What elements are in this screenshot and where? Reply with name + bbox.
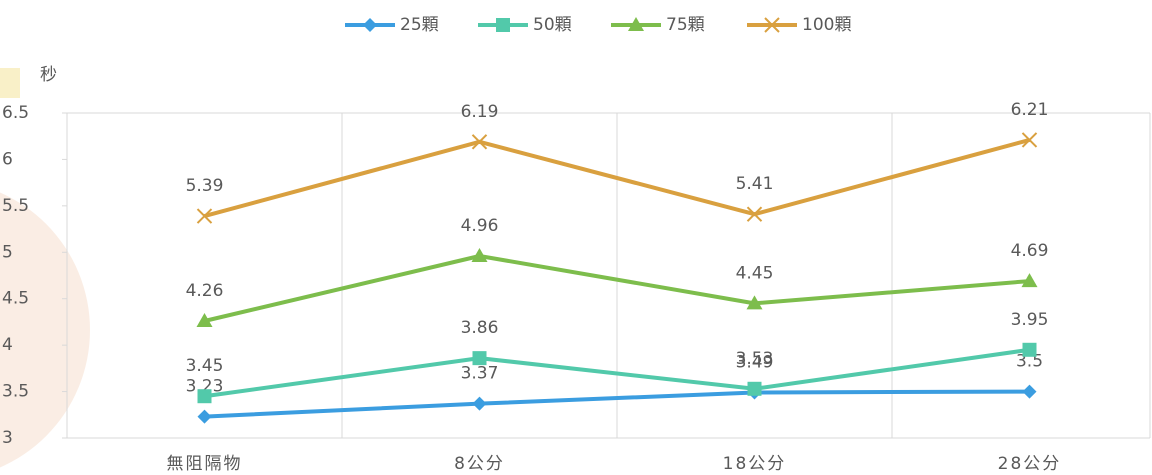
x-tick-label: 28公分: [998, 454, 1062, 474]
data-label: 3.95: [1011, 310, 1049, 330]
data-label: 6.21: [1011, 100, 1049, 120]
legend-label: 75顆: [666, 15, 705, 35]
data-label: 4.69: [1011, 241, 1049, 261]
marker: [363, 18, 377, 32]
data-label: 4.45: [736, 263, 774, 283]
data-label: 3.37: [461, 364, 499, 384]
y-tick-label: 5.5: [2, 196, 29, 216]
data-label: 5.39: [186, 176, 224, 196]
y-tick-label: 4.5: [2, 289, 29, 309]
background-decoration: [0, 68, 20, 98]
data-label: 3.53: [736, 349, 774, 369]
marker: [496, 18, 510, 32]
y-tick-label: 6: [2, 149, 13, 169]
marker: [198, 389, 212, 403]
data-label: 4.96: [461, 216, 499, 236]
data-label: 6.19: [461, 102, 499, 122]
y-tick-label: 6.5: [2, 103, 29, 123]
chart: 秒 33.544.555.566.5無阻隔物8公分18公分28公分3.233.3…: [0, 0, 1152, 475]
marker: [473, 397, 487, 411]
data-label: 3.86: [461, 318, 499, 338]
background-decoration: [0, 180, 90, 475]
marker: [198, 410, 212, 424]
y-tick-label: 3.5: [2, 382, 29, 402]
data-label: 3.45: [186, 356, 224, 376]
legend-label: 25顆: [400, 15, 439, 35]
marker: [1023, 343, 1037, 357]
marker: [473, 351, 487, 365]
y-tick-label: 4: [2, 335, 13, 355]
x-tick-label: 18公分: [723, 454, 787, 474]
y-axis-label: 秒: [40, 65, 57, 85]
x-tick-label: 無阻隔物: [167, 454, 243, 474]
x-tick-label: 8公分: [454, 454, 505, 474]
data-label: 5.41: [736, 174, 774, 194]
y-tick-label: 5: [2, 242, 13, 262]
marker: [748, 382, 762, 396]
marker: [1023, 385, 1037, 399]
data-label: 4.26: [186, 281, 224, 301]
legend-label: 100顆: [802, 15, 851, 35]
legend-label: 50顆: [533, 15, 572, 35]
y-tick-label: 3: [2, 428, 13, 448]
